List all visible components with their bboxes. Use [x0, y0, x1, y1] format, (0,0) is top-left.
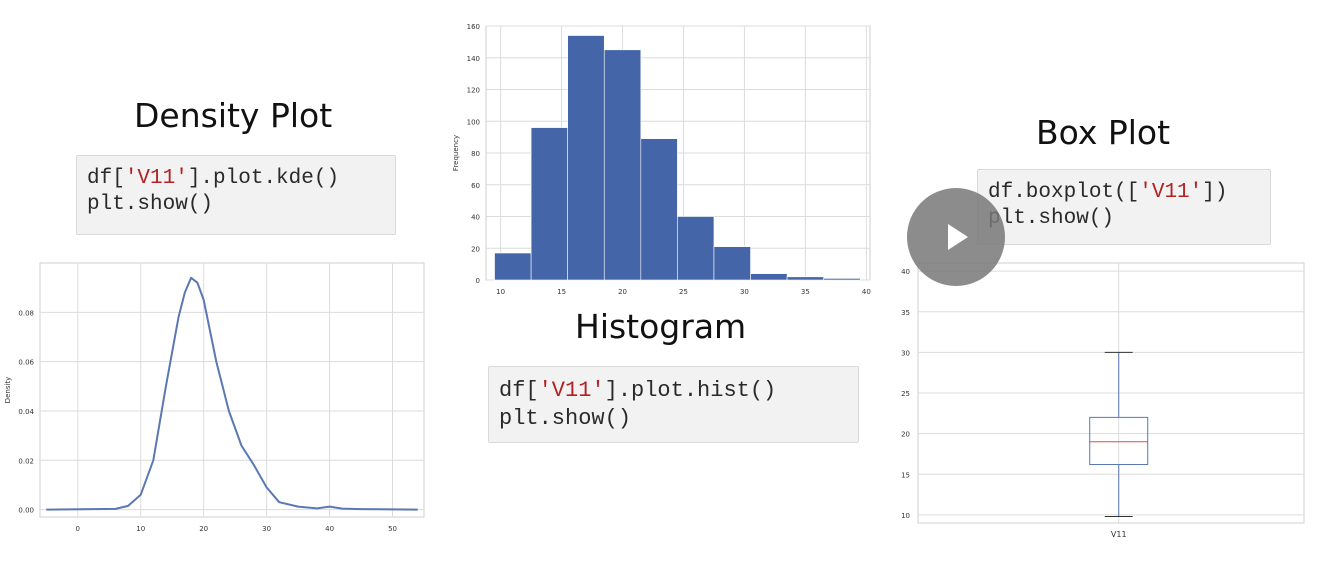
code-token: df[	[87, 167, 125, 190]
box-plot-chart: 10 15 20 25 30 35 40 V11	[901, 262, 1305, 539]
histogram-bar	[640, 138, 678, 281]
density-plot-heading: Density Plot	[134, 96, 333, 135]
y-tick-label: 20	[901, 431, 910, 439]
iqr-box	[1089, 416, 1149, 465]
plot-area	[39, 262, 425, 518]
code-string: 'V11'	[538, 378, 605, 403]
x-tick-label: V11	[1111, 530, 1127, 539]
x-tick-label: 35	[801, 288, 810, 296]
y-tick-label: 0.00	[18, 507, 34, 515]
histogram-heading: Histogram	[575, 307, 747, 346]
x-tick-label: 20	[618, 288, 627, 296]
x-tick-label: 30	[262, 525, 271, 533]
histogram-bar	[713, 246, 751, 281]
x-tick-label: 50	[388, 525, 397, 533]
x-tick-label: 40	[325, 525, 334, 533]
histogram-bar	[494, 252, 532, 281]
y-tick-label: 30	[901, 349, 910, 357]
y-tick-label: 25	[901, 390, 910, 398]
code-string: 'V11'	[124, 167, 188, 190]
histogram-chart: 0 20 40 60 80 100 120 140 160 10 15 20 25 30 35 40 Frequ…	[452, 23, 871, 296]
histogram-bar	[677, 216, 715, 281]
histogram-bar	[823, 278, 861, 281]
code-line: plt.show()	[988, 207, 1115, 231]
density-plot-chart: 0.00 0.02 0.04 0.06 0.08 0 10 20 30 40 50 Density	[4, 262, 425, 533]
x-tick-label: 25	[679, 288, 688, 296]
y-tick-label: 140	[467, 55, 480, 63]
y-tick-label: 160	[467, 23, 480, 31]
code-line: df['V11'].plot.kde()	[87, 166, 385, 192]
density-code-block: df['V11'].plot.kde() plt.show()	[76, 155, 396, 235]
y-tick-label: 0.06	[18, 359, 34, 367]
code-token: df[	[499, 378, 539, 403]
x-tick-label: 0	[76, 525, 80, 533]
y-tick-label: 80	[471, 150, 480, 158]
y-tick-label: 0.08	[18, 309, 34, 317]
y-tick-label: 120	[467, 87, 480, 95]
histogram-bar	[750, 273, 788, 281]
y-tick-label: 60	[471, 182, 480, 190]
box-plot-heading: Box Plot	[1036, 113, 1171, 152]
code-token: df.boxplot([	[988, 181, 1140, 204]
x-tick-label: 30	[740, 288, 749, 296]
y-axis-label: Density	[4, 377, 12, 404]
y-tick-label: 40	[471, 214, 480, 222]
play-icon	[948, 224, 968, 250]
x-tick-label: 40	[862, 288, 871, 296]
histogram-bar	[786, 276, 824, 281]
code-line: plt.show()	[87, 193, 214, 217]
code-token: ].plot.kde()	[187, 167, 340, 190]
y-tick-label: 0.04	[18, 408, 34, 416]
x-tick-label: 10	[496, 288, 505, 296]
y-axis-label: Frequency	[452, 135, 460, 171]
density-line	[46, 276, 418, 511]
y-tick-label: 100	[467, 118, 480, 126]
x-tick-label: 10	[136, 525, 145, 533]
x-tick-label: 20	[199, 525, 208, 533]
code-line: df.boxplot(['V11'])	[988, 180, 1260, 206]
y-tick-label: 0	[476, 277, 480, 285]
histogram-bar	[530, 127, 568, 281]
box-code-block: df.boxplot(['V11']) plt.show()	[977, 169, 1271, 245]
y-tick-label: 0.02	[18, 457, 34, 465]
video-play-button[interactable]	[907, 188, 1005, 286]
y-tick-label: 10	[901, 512, 910, 520]
y-tick-label: 35	[901, 309, 910, 317]
code-string: 'V11'	[1139, 181, 1203, 204]
code-line: df['V11'].plot.hist()	[499, 377, 848, 405]
histogram-bar	[567, 35, 605, 281]
code-line: plt.show()	[499, 405, 632, 431]
histogram-bar	[603, 49, 642, 281]
y-tick-label: 15	[901, 471, 910, 479]
y-tick-label: 20	[471, 245, 480, 253]
histogram-code-block: df['V11'].plot.hist() plt.show()	[488, 366, 859, 443]
y-tick-label: 40	[901, 268, 910, 276]
code-token: ].plot.hist()	[604, 378, 777, 403]
code-token: ])	[1202, 181, 1228, 204]
x-tick-label: 15	[557, 288, 566, 296]
